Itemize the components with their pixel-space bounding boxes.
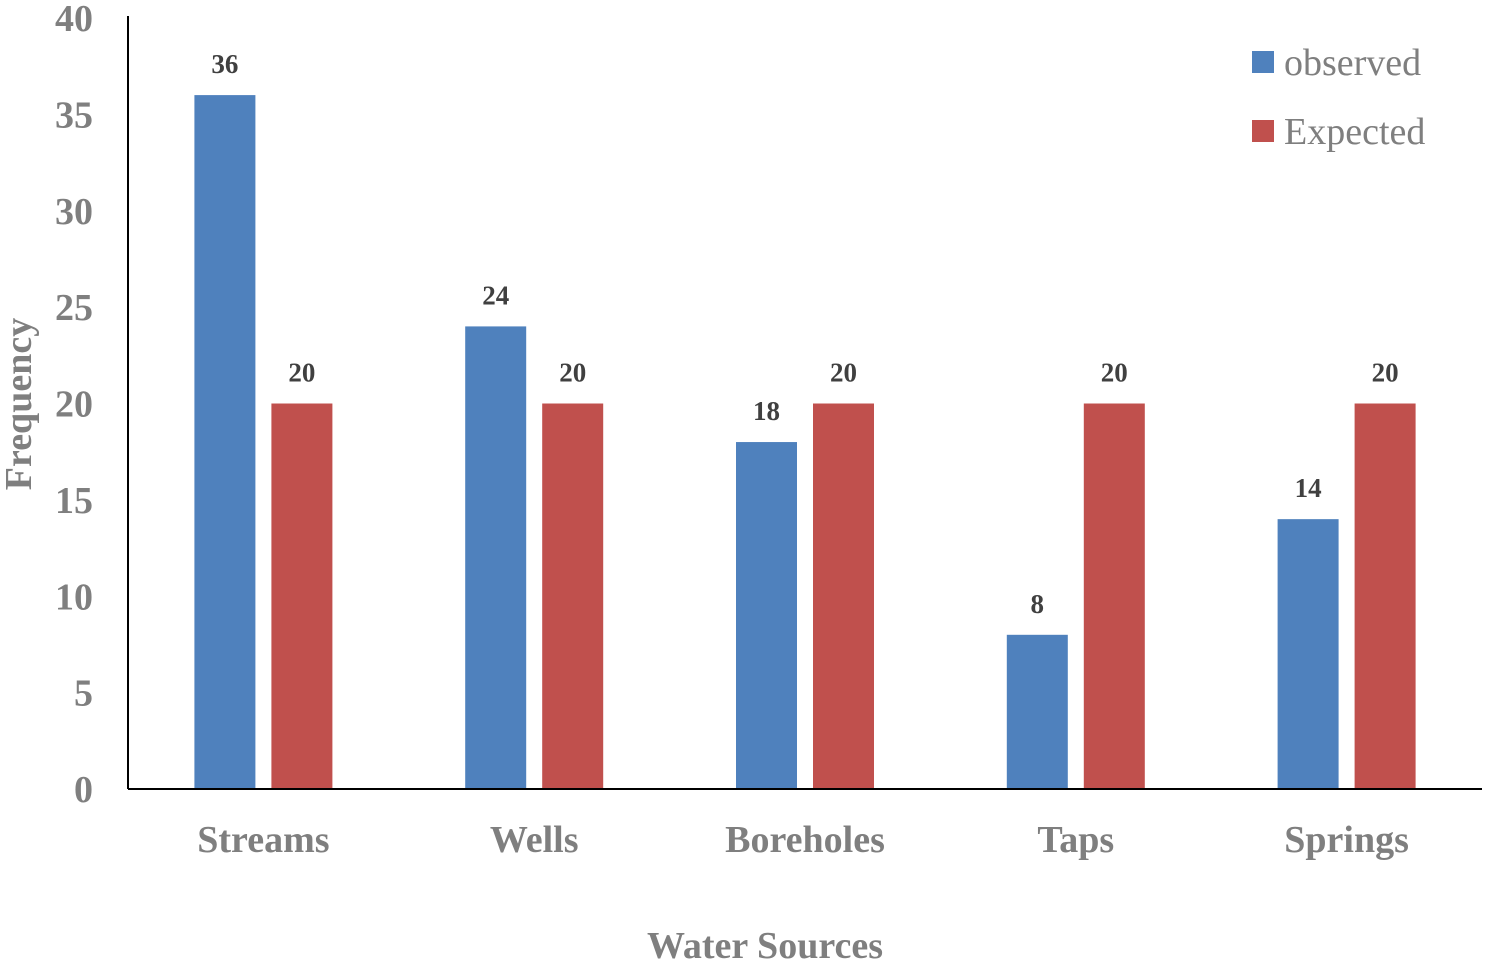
y-tick-label: 35 bbox=[55, 94, 93, 136]
x-tick-label: Wells bbox=[490, 819, 579, 861]
data-label: 20 bbox=[830, 358, 857, 388]
y-tick-label: 5 bbox=[74, 673, 93, 715]
legend-label: observed bbox=[1284, 42, 1421, 84]
y-axis-ticks: 0 5 10 15 20 25 30 35 40 bbox=[55, 0, 93, 811]
data-label: 20 bbox=[1101, 358, 1128, 388]
bar-expected-boreholes bbox=[813, 403, 874, 789]
data-label: 8 bbox=[1031, 589, 1045, 619]
y-tick-label: 25 bbox=[55, 287, 93, 329]
y-tick-label: 15 bbox=[55, 480, 93, 522]
y-tick-label: 0 bbox=[74, 769, 93, 811]
data-label: 20 bbox=[1372, 358, 1399, 388]
bar-expected-taps bbox=[1083, 403, 1145, 789]
bar-expected-streams bbox=[271, 403, 333, 789]
data-label: 18 bbox=[753, 396, 780, 426]
x-tick-label: Taps bbox=[1037, 819, 1114, 861]
bar-observed-taps bbox=[1006, 634, 1068, 789]
y-axis-title: Frequency bbox=[0, 318, 40, 490]
data-label: 20 bbox=[559, 358, 586, 388]
legend: observed Expected bbox=[1252, 42, 1425, 153]
data-label: 24 bbox=[482, 280, 509, 310]
legend-swatch-observed bbox=[1252, 51, 1274, 73]
x-axis-title: Water Sources bbox=[647, 925, 883, 962]
x-tick-label: Streams bbox=[197, 819, 329, 861]
y-tick-label: 10 bbox=[55, 576, 93, 618]
x-axis-category-labels: Streams Wells Boreholes Taps Springs bbox=[197, 819, 1409, 861]
data-label: 36 bbox=[211, 49, 238, 79]
data-label: 14 bbox=[1295, 473, 1322, 503]
data-label: 20 bbox=[288, 358, 315, 388]
bar-observed-streams bbox=[194, 95, 256, 790]
y-tick-label: 30 bbox=[55, 191, 93, 233]
y-tick-label: 40 bbox=[55, 0, 93, 40]
bar-observed-springs bbox=[1277, 519, 1339, 789]
legend-label: Expected bbox=[1284, 111, 1425, 153]
x-tick-label: Springs bbox=[1284, 819, 1409, 861]
bar-observed-wells bbox=[465, 326, 527, 789]
x-tick-label: Boreholes bbox=[725, 819, 885, 861]
legend-swatch-expected bbox=[1252, 120, 1274, 142]
bar-observed-boreholes bbox=[736, 442, 797, 789]
bar-expected-springs bbox=[1354, 403, 1416, 789]
data-labels: 36 20 24 20 18 20 8 20 14 20 bbox=[211, 49, 1398, 619]
y-tick-label: 20 bbox=[55, 384, 93, 426]
bar-expected-wells bbox=[542, 403, 604, 789]
bar-series bbox=[194, 95, 1416, 790]
